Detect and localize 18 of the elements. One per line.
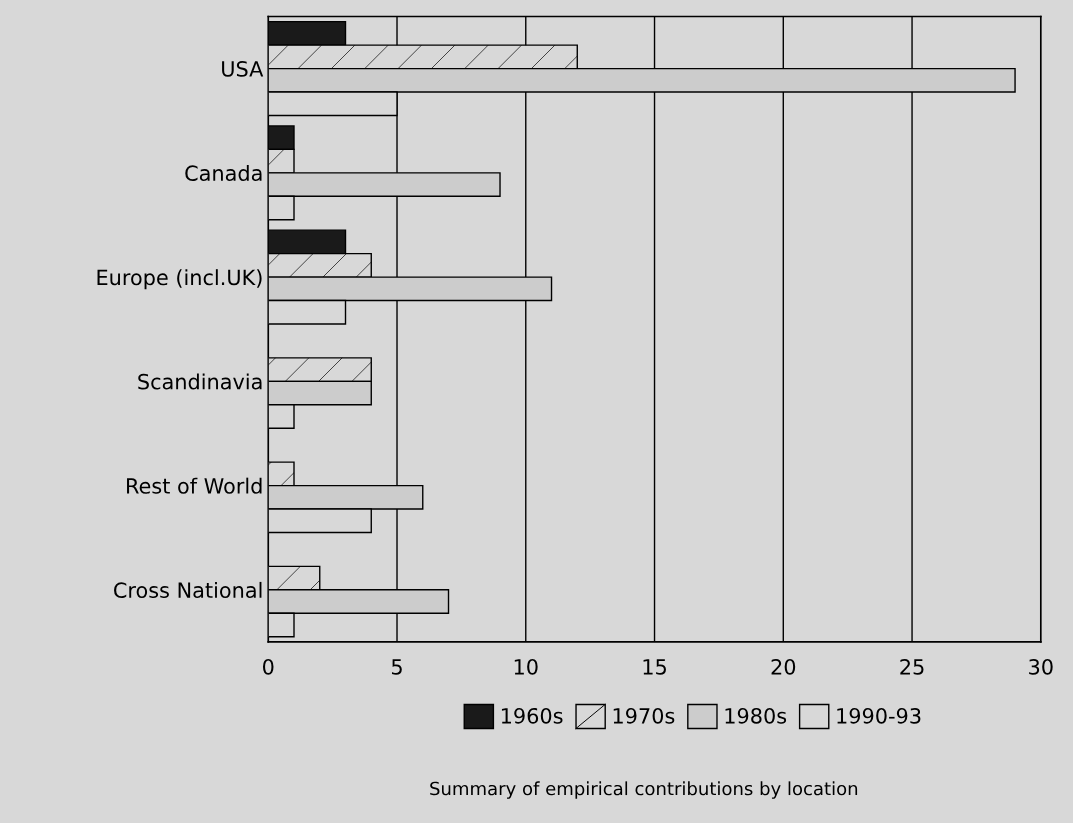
- x-tick-label: 0: [263, 658, 274, 675]
- legend-label: 1960s: [501, 707, 563, 724]
- y-tick-label: Canada: [185, 164, 262, 182]
- x-tick-label: 15: [643, 659, 666, 675]
- x-tick-label: 30: [1029, 658, 1053, 675]
- legend-label: 1970s: [613, 707, 675, 724]
- x-tick-label: 20: [771, 658, 796, 675]
- y-tick-label: Cross National: [114, 581, 262, 599]
- y-tick-label: Scandinavia: [138, 373, 262, 390]
- y-tick-label: Rest of World: [127, 477, 262, 494]
- legend-label: 1990-93: [837, 707, 921, 724]
- y-tick-label: Europe (incl.UK): [97, 269, 262, 290]
- x-tick-label: 25: [900, 658, 924, 675]
- text: Summary of empirical contributions by location: [430, 781, 858, 799]
- x-tick-label: 10: [514, 658, 538, 675]
- y-tick-label: USA: [222, 61, 264, 77]
- legend-label: 1980s: [725, 707, 787, 724]
- x-tick-label: 5: [391, 659, 402, 675]
